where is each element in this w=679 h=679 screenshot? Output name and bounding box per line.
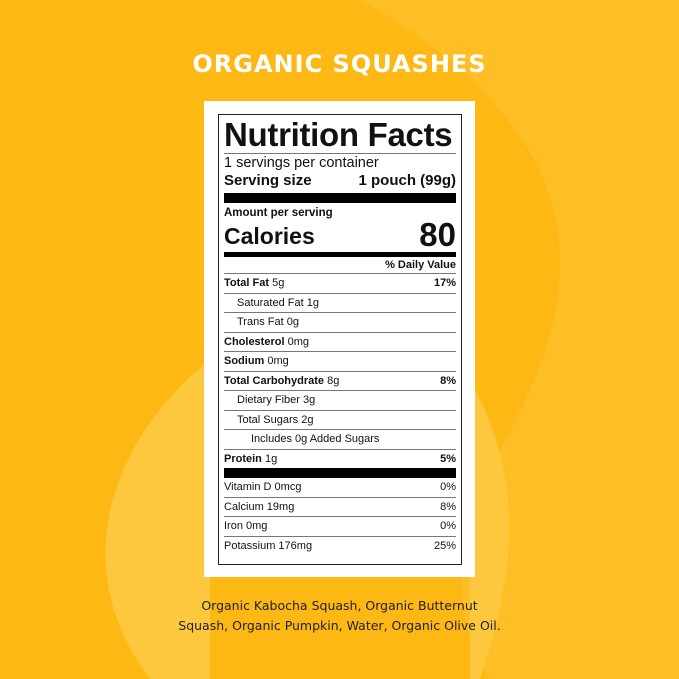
nutrient-amount: 3g (303, 394, 316, 406)
nutrient-name: Total Fat (224, 277, 270, 289)
nutrient-amount: 176mg (278, 539, 313, 552)
nutrient-name: Protein (224, 452, 262, 465)
nutrition-facts-label: Nutrition Facts 1 servings per container… (218, 114, 462, 565)
ingredients: Organic Kabocha Squash, Organic Butternu… (0, 596, 679, 636)
nutrient-daily-value: 8% (440, 374, 456, 387)
nutrient-daily-value: 5% (440, 452, 456, 465)
ingredients-line: Organic Kabocha Squash, Organic Butternu… (201, 598, 478, 613)
nutrient-amount: 0g (286, 316, 299, 328)
nutrient-name: Saturated Fat (237, 296, 304, 309)
nutrient-row: Saturated Fat 1g (224, 294, 456, 313)
nutrient-row: Protein 1g 5% (224, 450, 456, 478)
nutrient-name-amount: Sodium 0mg (224, 352, 289, 371)
nutrient-name-amount: Total Fat 5g (224, 274, 284, 293)
nutrient-amount: 0mcg (274, 481, 302, 493)
nutrient-daily-value: 8% (440, 500, 456, 513)
amount-per-serving: Amount per serving (224, 207, 333, 219)
nutrient-name-amount: Total Sugars 2g (237, 411, 313, 430)
nutrient-name-amount: Includes 0g Added Sugars (251, 430, 379, 449)
nutrient-row: Total Carbohydrate 8g 8% (224, 372, 456, 391)
nutrient-name: Total Sugars (237, 413, 299, 426)
nutrient-amount: 0mg (267, 355, 289, 367)
nutrient-name-amount: Protein 1g (224, 450, 277, 469)
medium-divider (224, 252, 456, 257)
ingredients-line: Squash, Organic Pumpkin, Water, Organic … (178, 618, 501, 633)
nutrient-name: Includes 0g Added Sugars (251, 433, 380, 445)
nutrient-name: Calcium (224, 500, 264, 513)
nutrient-daily-value: 25% (433, 539, 456, 552)
servings-per-container: 1 servings per container (224, 155, 379, 171)
nutrient-name-amount: Trans Fat 0g (237, 313, 299, 332)
nutrient-name-amount: Calcium 19mg (224, 498, 294, 517)
nutrient-row: Calcium 19mg 8% (224, 498, 456, 517)
nutrient-amount: 0mg (287, 335, 309, 348)
nutrient-daily-value: 0% (440, 481, 456, 493)
calories-label: Calories (224, 223, 315, 249)
nutrient-name: Sodium (224, 355, 265, 367)
calories: Calories 80 (224, 216, 456, 253)
nutrient-amount: 1g (264, 452, 278, 465)
thick-divider (224, 193, 456, 203)
nutrient-amount: 0mg (246, 520, 268, 532)
nutrient-name: Dietary Fiber (237, 394, 300, 406)
nutrient-amount: 2g (301, 413, 314, 426)
nutrient-name: Cholesterol (224, 335, 285, 348)
nutrient-name: Trans Fat (237, 316, 284, 328)
nutrient-name-amount: Cholesterol 0mg (224, 333, 309, 352)
nutrient-daily-value: 0% (440, 520, 456, 532)
serving-size: Serving size 1 pouch (99g) (224, 172, 456, 190)
nutrient-amount: 1g (306, 296, 319, 309)
nutrient-row: Includes 0g Added Sugars (224, 430, 456, 450)
nutrient-row: Dietary Fiber 3g (224, 391, 456, 411)
nutrient-row: Total Sugars 2g (224, 411, 456, 430)
nutrient-row: Cholesterol 0mg (224, 333, 456, 352)
nutrient-row: Potassium 176mg 25% (224, 537, 456, 557)
nutrient-name-amount: Vitamin D 0mcg (224, 478, 301, 497)
nutrient-name-amount: Potassium 176mg (224, 537, 312, 557)
nutrition-facts-heading: Nutrition Facts (224, 117, 456, 154)
nutrient-amount: 8g (327, 374, 340, 387)
nutrient-daily-value: 17% (433, 277, 456, 289)
nutrient-name: Iron (224, 520, 243, 532)
nutrient-row: Trans Fat 0g (224, 313, 456, 333)
daily-value-header: % Daily Value (224, 257, 456, 274)
nutrient-row: Total Fat 5g 17% (224, 274, 456, 294)
nutrient-name-amount: Total Carbohydrate 8g (224, 372, 339, 391)
nutrient-name: Total Carbohydrate (224, 374, 325, 387)
nutrition-label-card: Nutrition Facts 1 servings per container… (204, 101, 475, 577)
nutrient-name-amount: Dietary Fiber 3g (237, 391, 315, 410)
nutrient-amount: 19mg (266, 500, 295, 513)
page-title: ORGANIC SQUASHES (192, 50, 487, 78)
nutrient-row: Sodium 0mg (224, 352, 456, 372)
nutrient-name-amount: Iron 0mg (224, 517, 267, 536)
calories-value: 80 (419, 216, 456, 253)
serving-size-value: 1 pouch (99g) (358, 172, 456, 189)
nutrient-row: Vitamin D 0mcg 0% (224, 478, 456, 498)
serving-size-label: Serving size (224, 172, 312, 189)
nutrient-row: Iron 0mg 0% (224, 517, 456, 537)
nutrient-amount: 5g (272, 277, 285, 289)
nutrient-name: Vitamin D (224, 481, 272, 493)
nutrient-name: Potassium (224, 539, 276, 552)
nutrient-name-amount: Saturated Fat 1g (237, 294, 319, 313)
